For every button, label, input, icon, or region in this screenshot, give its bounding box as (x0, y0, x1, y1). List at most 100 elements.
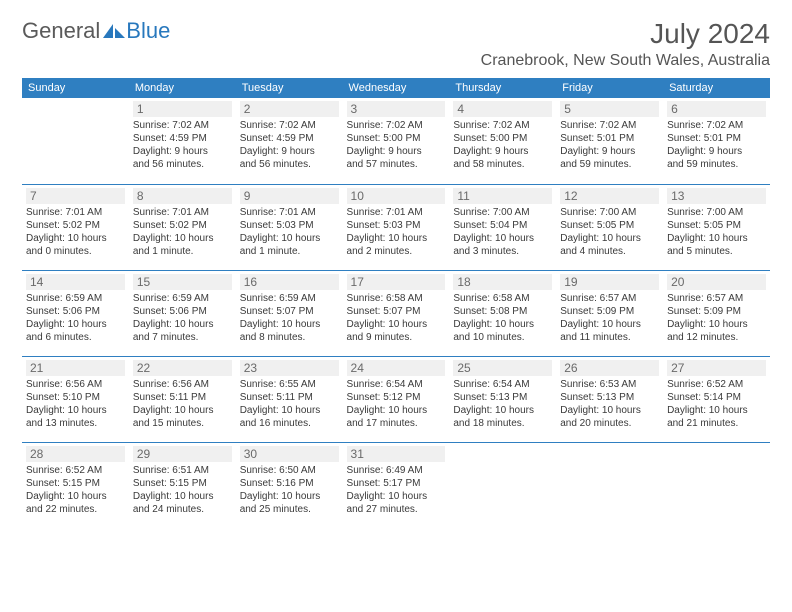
weekday-header: Friday (556, 78, 663, 98)
title-block: July 2024 Cranebrook, New South Wales, A… (481, 18, 770, 70)
sunrise-text: Sunrise: 7:02 AM (667, 119, 766, 132)
day-number: 27 (667, 360, 766, 376)
calendar-cell: 28Sunrise: 6:52 AMSunset: 5:15 PMDayligh… (22, 442, 129, 528)
sunset-text: Sunset: 5:16 PM (240, 477, 339, 490)
sunset-text: Sunset: 5:03 PM (240, 219, 339, 232)
calendar-cell: 27 Sunrise: 6:52 AMSunset: 5:14 PMDayligh… (663, 356, 770, 442)
day-info: Sunrise: 6:54 AMSunset: 5:12 PMDaylight:… (347, 378, 446, 430)
calendar-cell (556, 442, 663, 528)
day-info: Sunrise: 6:57 AMSunset: 5:09 PMDaylight:… (560, 292, 659, 344)
sunrise-text: Sunrise: 6:59 AM (133, 292, 232, 305)
daylight-text: and 24 minutes. (133, 503, 232, 516)
day-info: Sunrise: 6:53 AMSunset: 5:13 PMDaylight:… (560, 378, 659, 430)
day-number: 8 (133, 188, 232, 204)
day-info: Sunrise: 6:52 AMSunset: 5:15 PMDaylight:… (26, 464, 125, 516)
day-info: Sunrise: 7:01 AMSunset: 5:02 PMDaylight:… (133, 206, 232, 258)
calendar-cell: 31Sunrise: 6:49 AMSunset: 5:17 PMDayligh… (343, 442, 450, 528)
day-number: 21 (26, 360, 125, 376)
sunset-text: Sunset: 5:13 PM (453, 391, 552, 404)
month-title: July 2024 (481, 18, 770, 50)
daylight-text: Daylight: 10 hours (240, 232, 339, 245)
calendar-cell: 19 Sunrise: 6:57 AMSunset: 5:09 PMDayligh… (556, 270, 663, 356)
daylight-text: and 2 minutes. (347, 245, 446, 258)
daylight-text: and 22 minutes. (26, 503, 125, 516)
calendar-table: Sunday Monday Tuesday Wednesday Thursday… (22, 78, 770, 528)
day-info: Sunrise: 6:54 AMSunset: 5:13 PMDaylight:… (453, 378, 552, 430)
sunset-text: Sunset: 5:11 PM (240, 391, 339, 404)
calendar-cell (449, 442, 556, 528)
daylight-text: Daylight: 10 hours (133, 404, 232, 417)
calendar-cell: 15Sunrise: 6:59 AMSunset: 5:06 PMDayligh… (129, 270, 236, 356)
calendar-cell: 21 Sunrise: 6:56 AMSunset: 5:10 PMDayligh… (22, 356, 129, 442)
sunset-text: Sunset: 5:11 PM (133, 391, 232, 404)
daylight-text: Daylight: 10 hours (560, 318, 659, 331)
daylight-text: and 6 minutes. (26, 331, 125, 344)
sunrise-text: Sunrise: 7:02 AM (453, 119, 552, 132)
daylight-text: and 21 minutes. (667, 417, 766, 430)
daylight-text: Daylight: 10 hours (347, 404, 446, 417)
day-info: Sunrise: 6:58 AMSunset: 5:08 PMDaylight:… (453, 292, 552, 344)
daylight-text: Daylight: 10 hours (26, 232, 125, 245)
daylight-text: and 1 minute. (240, 245, 339, 258)
daylight-text: Daylight: 10 hours (133, 490, 232, 503)
location: Cranebrook, New South Wales, Australia (481, 52, 770, 70)
day-info: Sunrise: 7:02 AMSunset: 4:59 PMDaylight:… (240, 119, 339, 171)
daylight-text: Daylight: 10 hours (26, 318, 125, 331)
day-number: 26 (560, 360, 659, 376)
sunrise-text: Sunrise: 6:57 AM (667, 292, 766, 305)
day-info: Sunrise: 6:56 AMSunset: 5:10 PMDaylight:… (26, 378, 125, 430)
day-number: 31 (347, 446, 446, 462)
sunset-text: Sunset: 5:05 PM (560, 219, 659, 232)
calendar-cell: 17Sunrise: 6:58 AMSunset: 5:07 PMDayligh… (343, 270, 450, 356)
day-info: Sunrise: 6:51 AMSunset: 5:15 PMDaylight:… (133, 464, 232, 516)
daylight-text: Daylight: 10 hours (347, 232, 446, 245)
sunset-text: Sunset: 5:04 PM (453, 219, 552, 232)
daylight-text: and 1 minute. (133, 245, 232, 258)
daylight-text: Daylight: 10 hours (453, 404, 552, 417)
daylight-text: and 17 minutes. (347, 417, 446, 430)
day-info: Sunrise: 6:52 AMSunset: 5:14 PMDaylight:… (667, 378, 766, 430)
calendar-cell: 30Sunrise: 6:50 AMSunset: 5:16 PMDayligh… (236, 442, 343, 528)
sunrise-text: Sunrise: 7:02 AM (560, 119, 659, 132)
daylight-text: Daylight: 10 hours (133, 318, 232, 331)
sunrise-text: Sunrise: 7:01 AM (240, 206, 339, 219)
calendar-cell: 29 Sunrise: 6:51 AMSunset: 5:15 PMDayligh… (129, 442, 236, 528)
day-info: Sunrise: 7:02 AMSunset: 5:00 PMDaylight:… (347, 119, 446, 171)
day-number: 29 (133, 446, 232, 462)
day-info: Sunrise: 7:00 AMSunset: 5:05 PMDaylight:… (560, 206, 659, 258)
sunrise-text: Sunrise: 6:56 AM (26, 378, 125, 391)
daylight-text: Daylight: 10 hours (133, 232, 232, 245)
day-info: Sunrise: 7:00 AMSunset: 5:05 PMDaylight:… (667, 206, 766, 258)
calendar-cell (663, 442, 770, 528)
day-info: Sunrise: 6:59 AMSunset: 5:06 PMDaylight:… (133, 292, 232, 344)
day-info: Sunrise: 7:02 AMSunset: 4:59 PMDaylight:… (133, 119, 232, 171)
day-number: 10 (347, 188, 446, 204)
daylight-text: and 59 minutes. (667, 158, 766, 171)
daylight-text: Daylight: 9 hours (560, 145, 659, 158)
weekday-header: Wednesday (343, 78, 450, 98)
daylight-text: and 3 minutes. (453, 245, 552, 258)
daylight-text: Daylight: 9 hours (133, 145, 232, 158)
calendar-cell: 10Sunrise: 7:01 AMSunset: 5:03 PMDayligh… (343, 184, 450, 270)
sunrise-text: Sunrise: 6:55 AM (240, 378, 339, 391)
day-number: 19 (560, 274, 659, 290)
sunrise-text: Sunrise: 7:00 AM (453, 206, 552, 219)
daylight-text: and 59 minutes. (560, 158, 659, 171)
day-info: Sunrise: 6:59 AMSunset: 5:07 PMDaylight:… (240, 292, 339, 344)
sunrise-text: Sunrise: 6:52 AM (26, 464, 125, 477)
calendar-cell: 9Sunrise: 7:01 AMSunset: 5:03 PMDaylight… (236, 184, 343, 270)
calendar-cell: 4Sunrise: 7:02 AMSunset: 5:00 PMDaylight… (449, 98, 556, 184)
sunset-text: Sunset: 5:01 PM (560, 132, 659, 145)
daylight-text: Daylight: 10 hours (560, 232, 659, 245)
sunrise-text: Sunrise: 6:57 AM (560, 292, 659, 305)
daylight-text: and 18 minutes. (453, 417, 552, 430)
daylight-text: Daylight: 9 hours (347, 145, 446, 158)
sunset-text: Sunset: 5:09 PM (667, 305, 766, 318)
calendar-cell: 2 Sunrise: 7:02 AMSunset: 4:59 PMDaylight… (236, 98, 343, 184)
day-info: Sunrise: 6:57 AMSunset: 5:09 PMDaylight:… (667, 292, 766, 344)
sunset-text: Sunset: 5:07 PM (240, 305, 339, 318)
day-number: 2 (240, 101, 339, 117)
day-info: Sunrise: 7:02 AMSunset: 5:01 PMDaylight:… (667, 119, 766, 171)
day-info: Sunrise: 7:00 AMSunset: 5:04 PMDaylight:… (453, 206, 552, 258)
brand-logo: General Blue (22, 18, 170, 44)
